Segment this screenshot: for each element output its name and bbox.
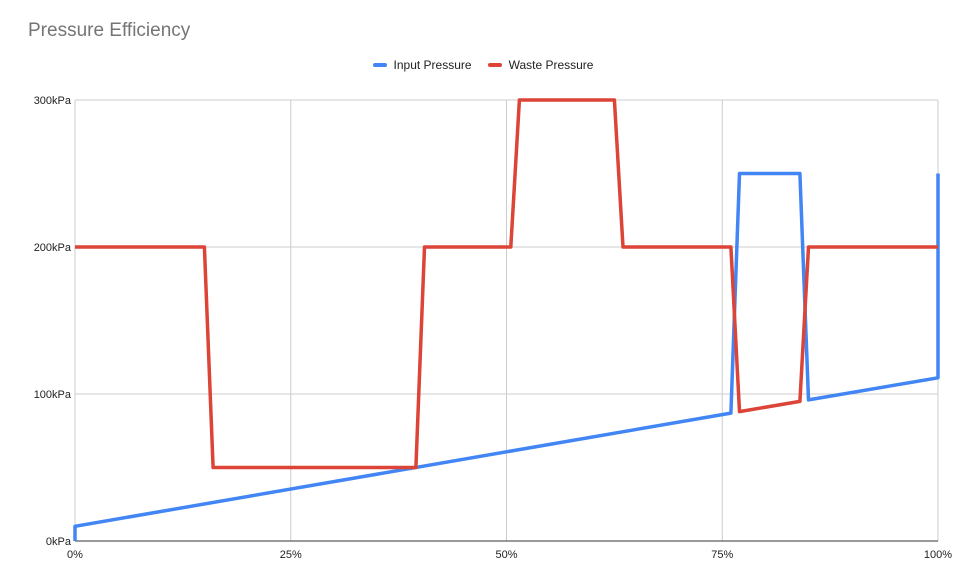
series-line-waste-pressure[interactable] [75, 98, 938, 470]
legend-item-waste-pressure[interactable]: Waste Pressure [487, 58, 594, 72]
chart-title: Pressure Efficiency [28, 20, 191, 41]
legend-label-waste-pressure: Waste Pressure [508, 58, 594, 72]
y-tick-label-3: 300kPa [34, 95, 72, 107]
x-tick-label-2: 50% [495, 549, 517, 561]
legend-item-input-pressure[interactable]: Input Pressure [372, 58, 472, 72]
grid-lines [74, 99, 939, 542]
y-tick-label-2: 200kPa [34, 242, 72, 254]
legend-swatch-waste-pressure [487, 63, 502, 67]
axis-tick-labels: 0% 25% 50% 75% 100% 0kPa 100kPa 200kPa 300kPa [34, 95, 953, 561]
x-tick-label-1: 25% [280, 549, 302, 561]
legend-label-input-pressure: Input Pressure [393, 58, 472, 72]
series-line-input-pressure[interactable] [73, 171, 940, 542]
y-tick-label-0: 0kPa [46, 536, 72, 548]
x-tick-label-4: 100% [924, 549, 952, 561]
y-tick-label-1: 100kPa [34, 389, 72, 401]
x-tick-label-0: 0% [67, 549, 83, 561]
chart-legend: Input Pressure Waste Pressure [0, 58, 966, 72]
series-lines [73, 98, 940, 542]
x-tick-label-3: 75% [711, 549, 733, 561]
legend-swatch-input-pressure [372, 63, 387, 67]
